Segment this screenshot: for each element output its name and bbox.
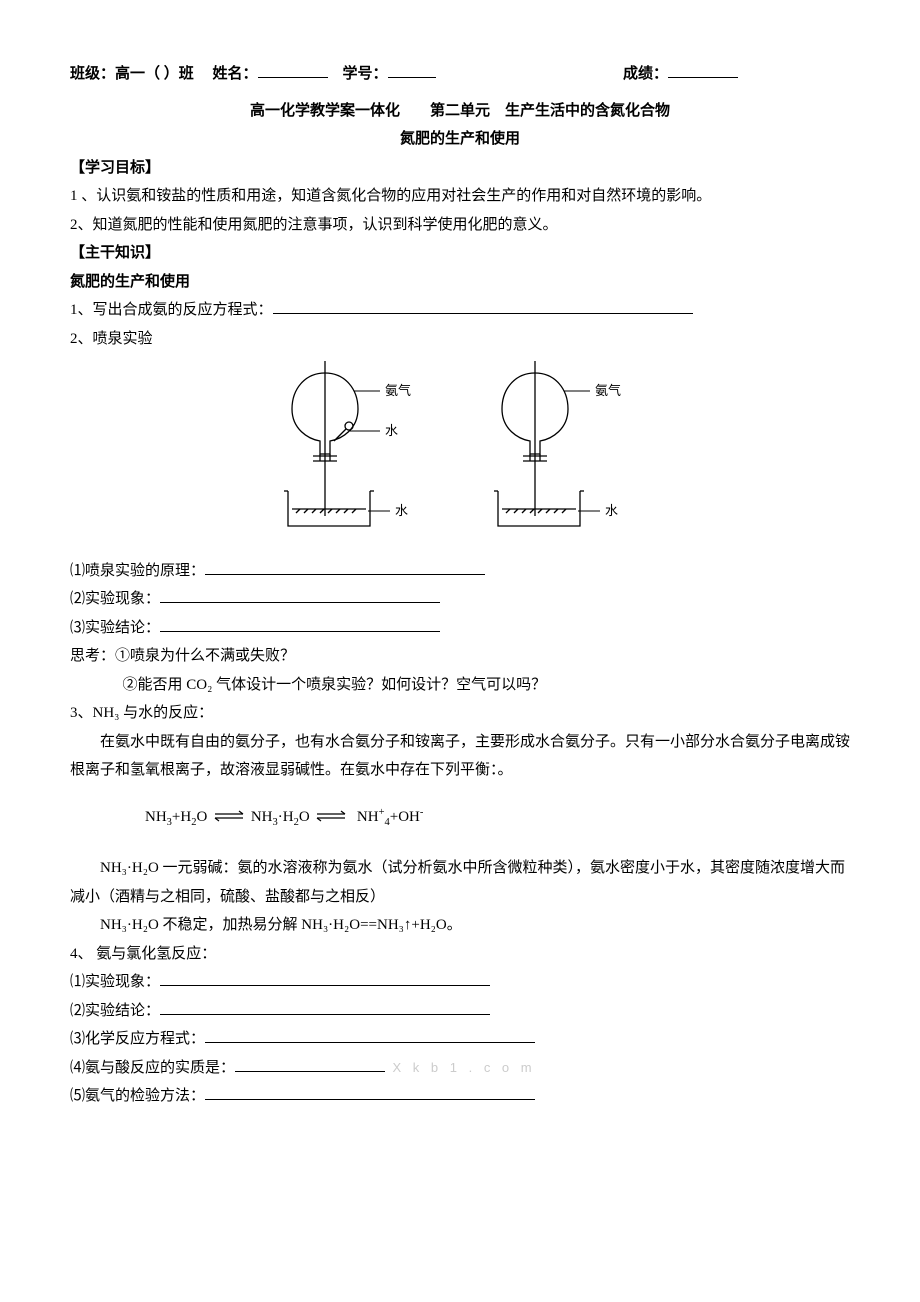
question-1: 1、写出合成氨的反应方程式：: [70, 296, 850, 325]
equilibrium-arrow-2: [313, 809, 349, 823]
label-ammonia-right: 氨气: [595, 383, 621, 398]
q4-sub3: ⑶化学反应方程式：: [70, 1025, 850, 1054]
eq-minus: -: [420, 807, 424, 818]
name-label: 姓名：: [213, 66, 258, 82]
q4-sub2: ⑵实验结论：: [70, 997, 850, 1026]
equilibrium-arrow-1: [211, 809, 247, 823]
eq-dot-h: ·H: [278, 809, 294, 825]
id-blank: [388, 62, 436, 78]
q2-sub2: ⑵实验现象：: [70, 585, 850, 614]
q4-3-label: ⑶化学反应方程式：: [70, 1031, 205, 1047]
eq-o2: O: [299, 809, 310, 825]
question-2: 2、喷泉实验: [70, 325, 850, 354]
q4-4-blank: [235, 1056, 385, 1072]
think-1: 思考：①喷泉为什么不满或失败？: [70, 642, 850, 671]
goal-item-1: 1 、认识氨和铵盐的性质和用途，知道含氮化合物的应用对社会生产的作用和对自然环境…: [70, 182, 850, 211]
q2-2-blank: [160, 587, 440, 603]
q2-sub3: ⑶实验结论：: [70, 614, 850, 643]
q2-3-blank: [160, 616, 440, 632]
q3-para2: NH₃·H₂O 一元弱碱：氨的水溶液称为氨水（试分析氨水中所含微粒种类），氨水密…: [70, 854, 850, 911]
q4-sub4: ⑷氨与酸反应的实质是： X k b 1 . c o m: [70, 1054, 850, 1083]
q4-5-blank: [205, 1084, 535, 1100]
score-blank: [668, 62, 738, 78]
eq-nh3: NH: [357, 809, 379, 825]
q4-heading: 4、 氨与氯化氢反应：: [70, 940, 850, 969]
q2-1-label: ⑴喷泉实验的原理：: [70, 563, 205, 579]
q4-sub5: ⑸氨气的检验方法：: [70, 1082, 850, 1111]
label-water-beaker-left: 水: [395, 503, 408, 518]
label-water-dropper-left: 水: [385, 423, 398, 438]
eq-nh: NH: [145, 809, 167, 825]
q4-1-label: ⑴实验现象：: [70, 974, 160, 990]
q4-5-label: ⑸氨气的检验方法：: [70, 1088, 205, 1104]
topic-heading: 氮肥的生产和使用: [70, 268, 850, 297]
apparatus-svg: 氨气 水 水 氨气 水: [250, 361, 670, 536]
q2-1-blank: [205, 559, 485, 575]
q4-sub1: ⑴实验现象：: [70, 968, 850, 997]
q4-1-blank: [160, 970, 490, 986]
class-label: 班级：高一（ ）班: [70, 66, 194, 82]
goal-heading: 【学习目标】: [70, 154, 850, 183]
header-line: 班级：高一（ ）班 姓名： 学号： 成绩：: [70, 60, 850, 89]
page-title: 高一化学教学案一体化 第二单元 生产生活中的含氮化合物: [70, 97, 850, 126]
knowledge-heading: 【主干知识】: [70, 239, 850, 268]
equilibrium-equation: NH3+H2O NH3·H2O NH+4+OH-: [70, 803, 850, 833]
think-2: ②能否用 CO₂ 气体设计一个喷泉实验？如何设计？空气可以吗？: [70, 671, 850, 700]
name-blank: [258, 62, 328, 78]
eq-o: O: [196, 809, 207, 825]
eq-oh: +OH: [390, 809, 420, 825]
q2-2-label: ⑵实验现象：: [70, 591, 160, 607]
watermark-text: X k b 1 . c o m: [393, 1060, 536, 1075]
q2-3-label: ⑶实验结论：: [70, 620, 160, 636]
q1-blank: [273, 298, 693, 314]
eq-h: +H: [172, 809, 191, 825]
id-label: 学号：: [343, 66, 388, 82]
page-subtitle: 氮肥的生产和使用: [70, 125, 850, 154]
q1-label: 1、写出合成氨的反应方程式：: [70, 302, 273, 318]
q4-4-label: ⑷氨与酸反应的实质是：: [70, 1060, 235, 1076]
eq-nh2: NH: [251, 809, 273, 825]
q3-para3: NH₃·H₂O 不稳定，加热易分解 NH₃·H₂O==NH₃↑+H₂O。: [70, 911, 850, 940]
label-water-beaker-right: 水: [605, 503, 618, 518]
score-label: 成绩：: [623, 66, 668, 82]
q3-para1: 在氨水中既有自由的氨分子，也有水合氨分子和铵离子，主要形成水合氨分子。只有一小部…: [70, 728, 850, 785]
fountain-diagram: 氨气 水 水 氨气 水: [70, 361, 850, 547]
label-ammonia-left: 氨气: [385, 383, 411, 398]
q4-2-blank: [160, 999, 490, 1015]
goal-item-2: 2、知道氮肥的性能和使用氮肥的注意事项，认识到科学使用化肥的意义。: [70, 211, 850, 240]
q3-heading: 3、NH₃ 与水的反应：: [70, 699, 850, 728]
q4-2-label: ⑵实验结论：: [70, 1003, 160, 1019]
q4-3-blank: [205, 1027, 535, 1043]
q2-sub1: ⑴喷泉实验的原理：: [70, 557, 850, 586]
